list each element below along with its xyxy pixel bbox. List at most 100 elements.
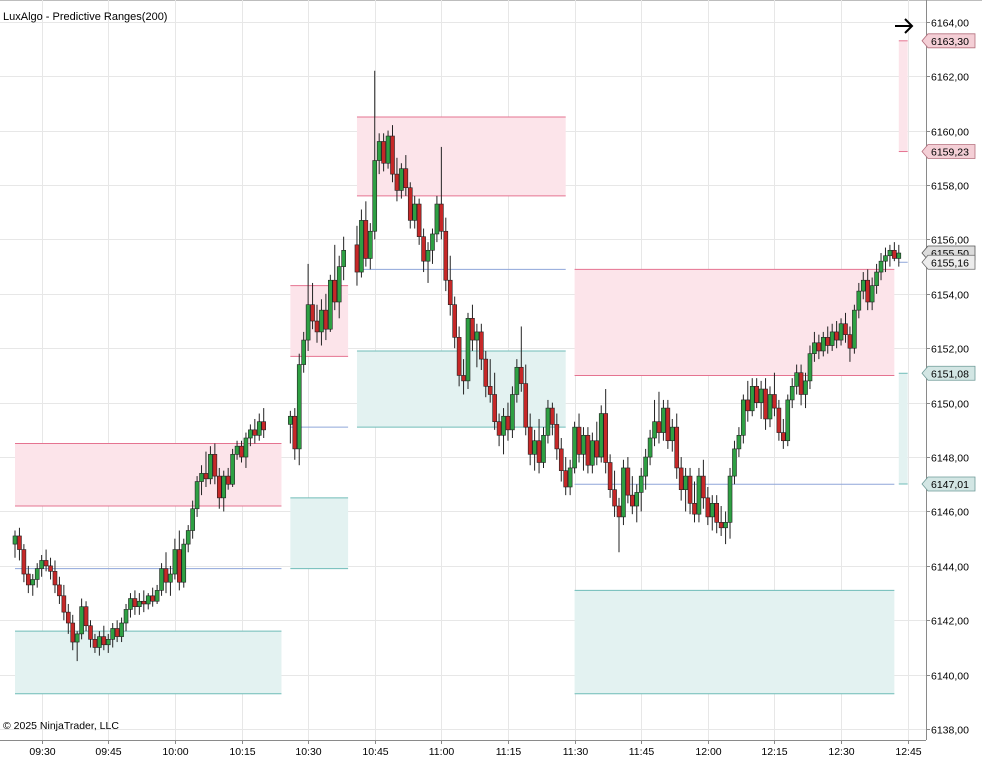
scroll-right-arrow-icon[interactable] (895, 18, 914, 34)
candle (145, 593, 151, 610)
y-tick-label: 6156,00 (931, 235, 969, 247)
candle (412, 195, 418, 229)
candle-body (119, 622, 124, 637)
y-tick-label: 6164,00 (931, 18, 969, 30)
candle (110, 623, 116, 648)
candle (83, 601, 89, 632)
candle-body (216, 475, 222, 499)
candle-body (145, 595, 151, 605)
candle (887, 244, 893, 267)
candle-body (83, 606, 89, 627)
candle (492, 372, 497, 430)
candle-body (43, 560, 49, 567)
candle-body (727, 475, 733, 523)
candle-body (798, 372, 804, 395)
candle-body (869, 285, 875, 303)
x-tick-label: 09:30 (29, 746, 55, 757)
candle (696, 467, 702, 523)
candle-body (856, 290, 862, 311)
candle-body (590, 440, 595, 466)
candle (625, 457, 631, 504)
candle-body (527, 426, 533, 455)
candle (123, 603, 129, 632)
candle-body (399, 168, 404, 191)
candle (399, 163, 404, 199)
candle-body (141, 600, 147, 605)
price-tag-text: 6163,30 (931, 36, 969, 48)
candle-body (701, 475, 706, 499)
x-tick-label: 12:00 (695, 746, 721, 757)
candle (314, 304, 320, 343)
candle-body (550, 407, 555, 425)
candle (243, 432, 249, 468)
candle (505, 402, 511, 441)
candle-body (496, 421, 502, 436)
candle-body (892, 249, 897, 259)
candle (487, 359, 493, 403)
candle (723, 511, 728, 545)
candle (758, 380, 764, 419)
candle (745, 380, 751, 422)
candle (483, 350, 489, 398)
candle (798, 364, 804, 406)
candle (554, 413, 560, 460)
price-tag-text: 6155,16 (931, 257, 969, 269)
candle (239, 440, 244, 463)
candle (847, 326, 853, 362)
candle-body (616, 505, 622, 518)
candle (310, 282, 315, 330)
candle (687, 467, 693, 515)
candle (137, 593, 142, 615)
candle (465, 312, 471, 390)
candle-body (723, 522, 728, 529)
candle (301, 331, 306, 373)
candle-body (665, 407, 671, 442)
candle (581, 427, 586, 471)
candle-body (221, 475, 227, 499)
candle-body (88, 625, 93, 640)
candle (12, 530, 18, 558)
candle (892, 242, 897, 262)
candle (852, 304, 857, 354)
price-tag-mid: 6155,16 (921, 254, 976, 270)
candle-body (439, 203, 444, 232)
candle (376, 133, 382, 175)
candle-body (576, 426, 582, 455)
candle (154, 584, 160, 604)
candle-body (190, 508, 195, 531)
candle-body (421, 236, 426, 262)
candle (514, 359, 520, 403)
y-tick-label: 6142,00 (931, 616, 969, 628)
candle-body (385, 135, 391, 164)
candle (714, 495, 720, 534)
candle-body (883, 255, 888, 262)
candle (225, 467, 231, 490)
candle-body (416, 203, 422, 237)
candle-body (101, 636, 107, 646)
candle-body (479, 331, 484, 360)
candle (447, 255, 453, 316)
price-tag-resistance: 6163,30 (921, 33, 976, 49)
candle-body (114, 628, 120, 637)
candle-body (212, 454, 218, 477)
candle (443, 217, 449, 292)
candle-body (741, 399, 746, 436)
x-tick-label: 11:30 (563, 746, 589, 757)
candle (461, 359, 466, 395)
candle-body (39, 560, 44, 569)
candle (741, 394, 746, 444)
candle-body (154, 590, 160, 602)
candle-body (474, 331, 480, 341)
x-tick-label: 09:45 (95, 746, 121, 757)
candle (576, 413, 582, 463)
candle-body (718, 522, 724, 529)
candle (665, 399, 671, 449)
candle (359, 209, 364, 278)
candle-body (603, 413, 608, 463)
candle (669, 418, 675, 452)
candle-body (505, 415, 511, 431)
candle (545, 399, 551, 444)
candle-body (443, 230, 449, 281)
y-tick-label: 6152,00 (931, 344, 969, 356)
